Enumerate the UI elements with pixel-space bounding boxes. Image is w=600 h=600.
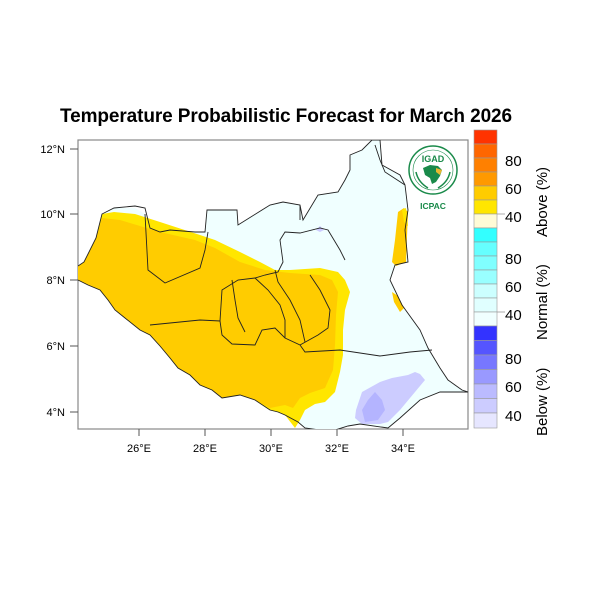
country-border [78, 140, 468, 429]
x-tick-30e: 30°E [259, 443, 283, 455]
state-boundaries [78, 140, 468, 429]
below-tick-60: 60 [505, 379, 522, 396]
below-normal-spot [316, 226, 324, 232]
x-tick-26e: 26°E [127, 443, 151, 455]
above-tick-60: 60 [505, 181, 522, 198]
normal-tick-80: 80 [505, 251, 522, 268]
internal-boundary-7 [274, 269, 306, 343]
above-label: Above (%) [534, 167, 551, 237]
y-axis [70, 148, 78, 413]
below-tick-80: 80 [505, 351, 522, 368]
x-tick-28e: 28°E [193, 443, 217, 455]
internal-boundary-4 [231, 279, 246, 333]
above-normal-region [78, 218, 338, 408]
above-normal-patch-east [392, 208, 408, 266]
below-label: Below (%) [534, 368, 551, 436]
y-tick-6n: 6°N [47, 341, 66, 353]
colorbar-normal [473, 227, 498, 327]
above-tick-40: 40 [505, 209, 522, 226]
above-normal-patch-east2 [392, 292, 404, 312]
internal-boundary-9 [374, 144, 406, 186]
normal-label: Normal (%) [534, 264, 551, 340]
forecast-shading [78, 140, 468, 429]
laurel-right-icon [437, 171, 451, 189]
normal-tick-40: 40 [505, 307, 522, 324]
colorbar-category-labels: Above (%) Normal (%) Below (%) [534, 167, 551, 436]
y-tick-12n: 12°N [40, 144, 65, 156]
logo-igad-text: IGAD [422, 154, 445, 164]
normal-tick-60: 60 [505, 279, 522, 296]
below-tick-40: 40 [505, 408, 522, 425]
internal-boundary-6 [299, 274, 331, 346]
above-tick-80: 80 [505, 153, 522, 170]
below-normal-region-strong [362, 392, 385, 422]
internal-boundary-5 [254, 277, 286, 338]
x-tick-34e: 34°E [391, 443, 415, 455]
x-axis-labels: 26°E 28°E 30°E 32°E 34°E [127, 443, 415, 455]
y-tick-10n: 10°N [40, 209, 65, 221]
internal-boundary-2 [149, 227, 346, 326]
laurel-left-icon [415, 171, 429, 189]
y-tick-8n: 8°N [47, 275, 66, 287]
colorbar [473, 129, 498, 429]
map-title-text: Temperature Probabilistic Forecast for M… [60, 106, 512, 127]
colorbar-below [473, 325, 498, 429]
icpac-logo: IGAD ICPAC [408, 145, 458, 211]
x-tick-32e: 32°E [325, 443, 349, 455]
colorbar-above [473, 129, 498, 229]
y-tick-4n: 4°N [47, 407, 66, 419]
logo-icpac-text: ICPAC [420, 201, 446, 211]
colorbar-labels: 80 60 40 80 60 40 80 60 40 [505, 153, 522, 425]
y-axis-labels: 12°N 10°N 8°N 6°N 4°N [40, 144, 65, 419]
map-title: Temperature Probabilistic Forecast for M… [0, 106, 600, 128]
internal-boundary-1 [144, 213, 209, 284]
x-axis [138, 429, 404, 436]
colorbar-ticks [497, 213, 505, 313]
